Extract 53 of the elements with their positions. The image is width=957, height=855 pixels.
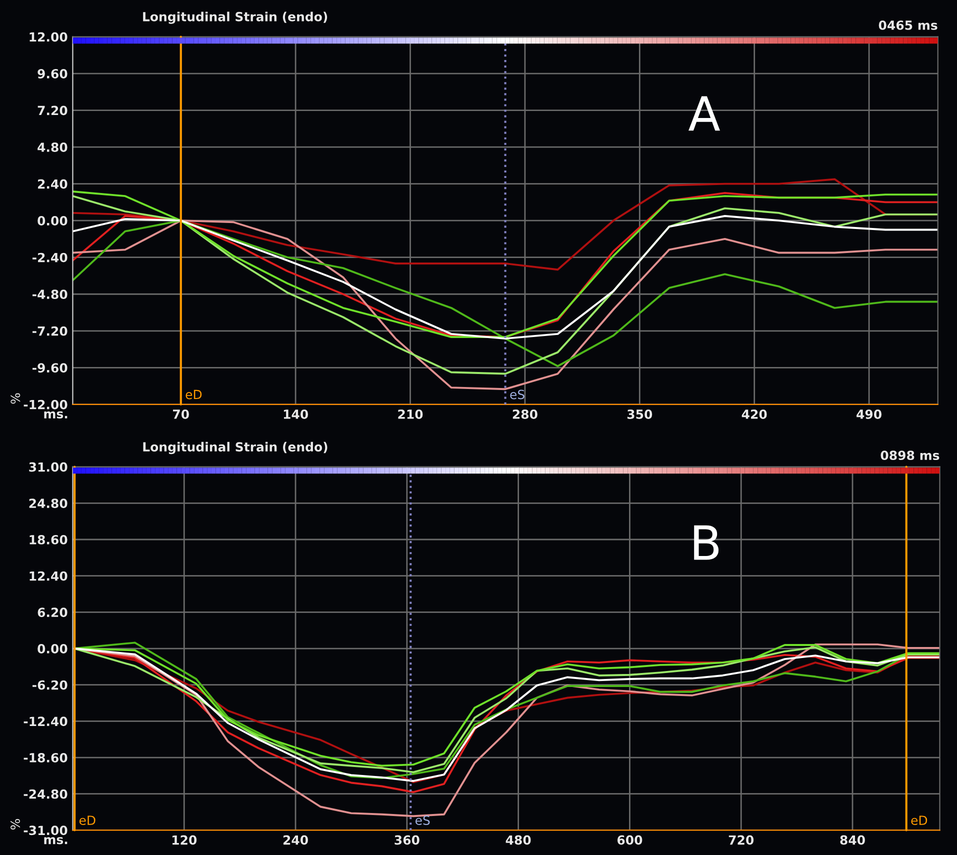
text: 0465 ms (878, 20, 938, 30)
x-axis-title: ms. (44, 837, 68, 844)
y-tick-label: 7.20 (38, 106, 68, 116)
x-tick-label: 420 (742, 409, 767, 419)
x-tick-label: 140 (284, 409, 308, 419)
x-tick-label: 120 (172, 835, 197, 845)
x-tick-label: 210 (398, 409, 423, 419)
x-tick-label: 480 (506, 835, 531, 845)
y-tick-label: 12.40 (30, 571, 68, 581)
y-tick-label: 0.00 (38, 644, 68, 654)
y-tick-label: -7.20 (32, 326, 68, 336)
ref-line-label: eS (510, 390, 524, 400)
y-tick-label: -6.20 (32, 680, 68, 690)
x-tick-label: 240 (283, 835, 308, 845)
y-tick-label: -4.80 (32, 290, 68, 300)
y-axis-title: % (10, 393, 20, 404)
ref-line-label: eD (79, 816, 96, 826)
y-tick-label: 2.40 (38, 179, 68, 189)
ref-line-label: eS (415, 816, 430, 826)
y-tick-label: -18.60 (24, 753, 68, 762)
ref-line-label: eD (186, 390, 202, 400)
chart-title: Longitudinal Strain (endo) (143, 442, 328, 454)
text: 0898 ms (880, 450, 940, 460)
y-tick-label: 6.20 (38, 608, 68, 618)
ref-line-label: eD (911, 816, 928, 826)
y-tick-label: 12.00 (30, 32, 68, 42)
y-axis-title: % (10, 819, 20, 830)
annotation: A (688, 96, 720, 131)
x-tick-label: 70 (173, 409, 189, 419)
y-tick-label: 0.00 (38, 216, 68, 226)
x-tick-label: 840 (840, 835, 865, 845)
y-tick-label: 4.80 (38, 142, 68, 152)
y-tick-label: -12.40 (24, 716, 68, 726)
y-tick-label: -2.40 (32, 252, 68, 262)
x-axis-title: ms. (44, 411, 68, 419)
y-tick-label: -24.80 (24, 789, 68, 799)
y-tick-label: -31.00 (24, 826, 68, 836)
y-tick-label: 9.60 (38, 69, 68, 78)
y-tick-label: 31.00 (29, 462, 68, 472)
y-tick-label: 18.60 (30, 534, 68, 544)
y-tick-label: 24.80 (29, 498, 68, 508)
y-tick-label: -9.60 (32, 363, 68, 373)
x-tick-label: 360 (394, 835, 420, 845)
y-tick-label: -12.00 (24, 400, 68, 410)
annotation: B (694, 525, 719, 560)
chart-title: Longitudinal Strain (endo) (143, 12, 328, 24)
x-tick-label: 350 (627, 409, 652, 419)
x-tick-label: 600 (617, 835, 642, 845)
line-series (72, 215, 938, 340)
x-tick-label: 490 (856, 409, 882, 419)
x-tick-label: 280 (512, 409, 538, 419)
line-series (72, 195, 938, 375)
x-tick-label: 720 (728, 835, 754, 845)
